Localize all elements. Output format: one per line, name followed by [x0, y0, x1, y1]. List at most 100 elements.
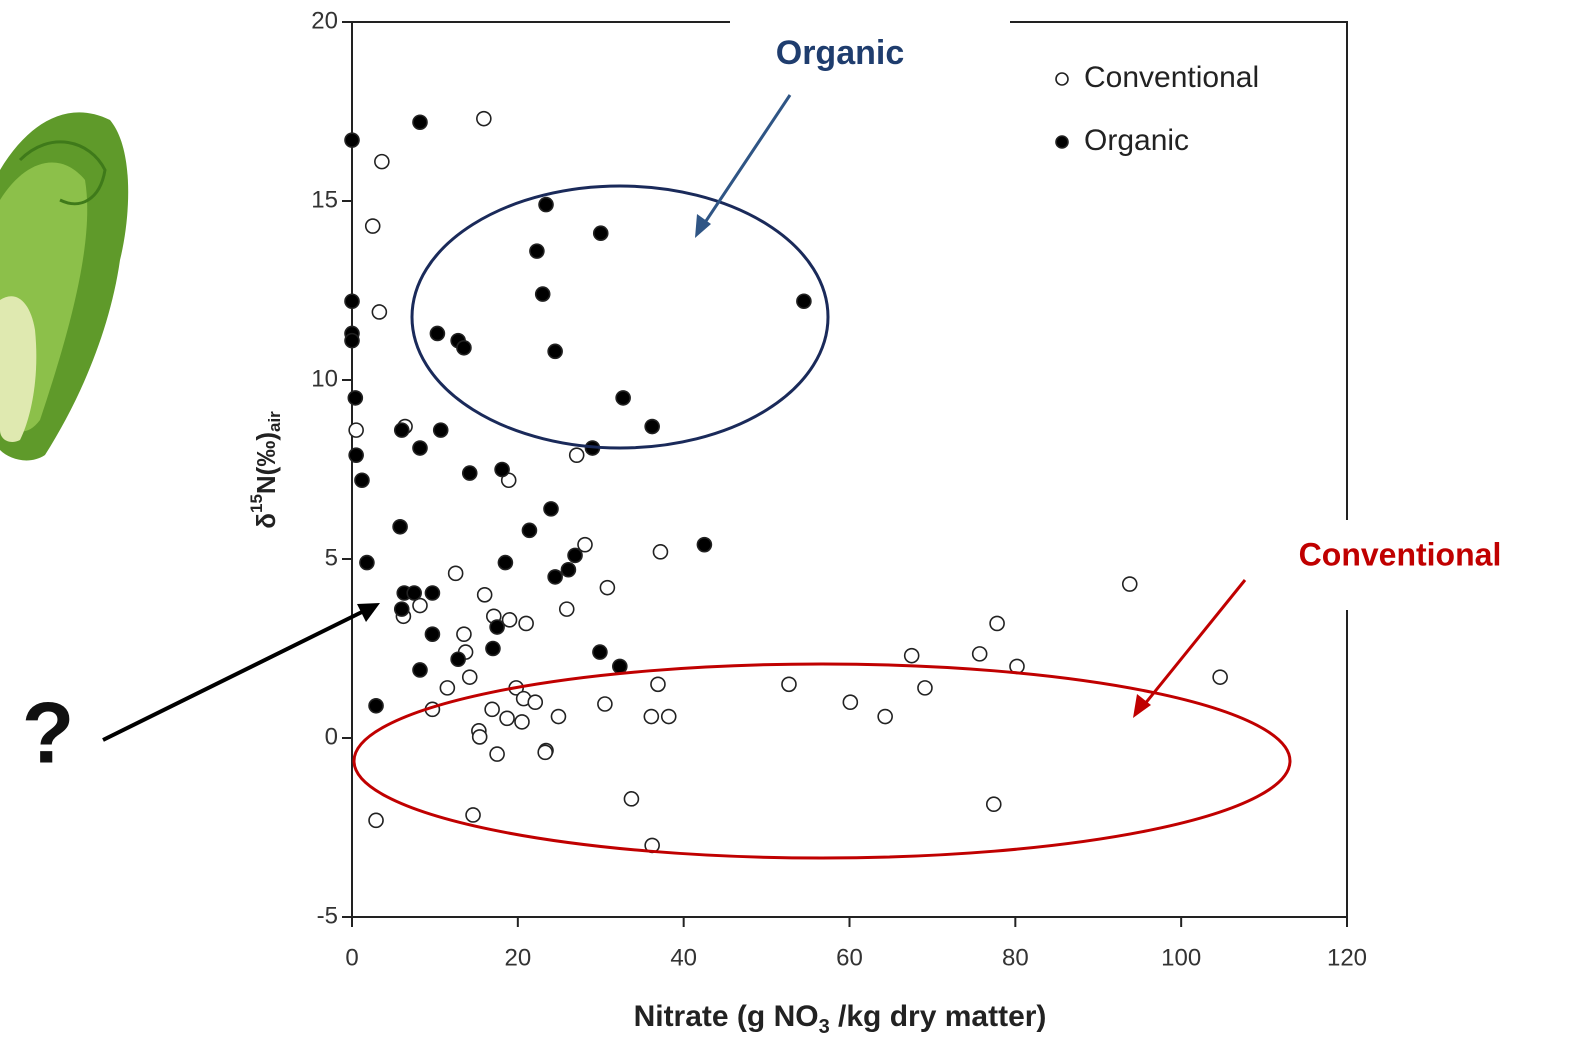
point: [550, 708, 567, 725]
point: [514, 714, 530, 730]
y-tick-label: 10: [311, 365, 338, 392]
point: [592, 644, 608, 660]
point: [615, 390, 631, 406]
point: [842, 694, 859, 711]
x-title-main: Nitrate (g NO: [634, 1000, 819, 1033]
point: [567, 547, 583, 564]
y-title-main: N(‰): [251, 432, 281, 494]
point: [521, 522, 538, 539]
point: [432, 422, 449, 438]
x-title-rest: /kg dry matter): [830, 1000, 1047, 1033]
point: [489, 619, 505, 635]
point: [558, 601, 575, 617]
legend-label: Organic: [1084, 124, 1189, 157]
x-axis-title: Nitrate (g NO3 /kg dry matter): [634, 1000, 1047, 1038]
lettuce-image: [0, 112, 129, 461]
annotations: Organic Conventional ?: [22, 34, 1502, 860]
arrow-head: [1133, 694, 1151, 718]
point: [1121, 576, 1138, 592]
organic-ellipse: [410, 184, 830, 450]
point: [368, 697, 384, 714]
frame-gap: [730, 10, 1010, 40]
point: [612, 658, 628, 675]
point: [354, 472, 370, 489]
point: [364, 218, 381, 234]
point: [985, 796, 1002, 813]
y-tick-label: 15: [311, 186, 338, 213]
point: [374, 153, 390, 170]
point: [393, 601, 410, 617]
y-title-sub: air: [265, 411, 284, 432]
point: [461, 465, 478, 481]
point: [412, 662, 428, 678]
point: [456, 339, 472, 356]
point: [439, 680, 456, 696]
plot-area: -5 0 5 10 15 20 0 20 40 60 80 100 120: [311, 7, 1367, 971]
point: [518, 615, 534, 632]
point: [465, 807, 481, 823]
point: [429, 325, 446, 342]
point: [1212, 669, 1228, 685]
point: [406, 585, 422, 601]
x-title-sub: 3: [819, 1016, 830, 1038]
point: [471, 729, 488, 745]
point: [412, 440, 428, 456]
point: [371, 304, 388, 320]
point: [971, 646, 988, 662]
point: [456, 626, 472, 642]
organic-arrow: [698, 94, 792, 231]
y-tick-label: 0: [325, 723, 338, 750]
legend-label: Conventional: [1084, 61, 1259, 94]
point: [660, 708, 677, 725]
point: [484, 701, 500, 718]
point: [447, 565, 464, 582]
point: [877, 708, 893, 725]
point: [537, 744, 553, 761]
point: [597, 696, 613, 712]
point: [568, 447, 585, 463]
legend-marker: [1055, 72, 1069, 86]
x-tick-label: 80: [1002, 944, 1029, 971]
y-tick-label: 20: [311, 7, 338, 34]
point: [489, 746, 505, 762]
point: [348, 447, 364, 463]
x-tick-label: 0: [345, 944, 358, 971]
y-tick-label: -5: [317, 902, 338, 929]
point: [560, 561, 577, 578]
point: [412, 597, 428, 614]
point: [599, 579, 616, 596]
conventional-ellipse: [352, 662, 1292, 860]
x-tick-label: 100: [1161, 944, 1201, 971]
point: [424, 585, 441, 601]
point: [461, 669, 478, 685]
point: [476, 586, 493, 603]
point: [781, 676, 797, 693]
point: [534, 286, 551, 302]
point: [917, 680, 933, 696]
point: [393, 422, 410, 438]
x-tick-label: 40: [670, 944, 697, 971]
point: [476, 110, 492, 127]
y-title-symbol: δ: [251, 513, 281, 529]
y-title-sup: 15: [247, 494, 266, 513]
point: [643, 708, 660, 725]
annotation-conventional: Conventional: [1299, 536, 1502, 572]
point: [547, 569, 563, 585]
annotation-question: ?: [22, 686, 75, 782]
annotation-organic: Organic: [776, 34, 904, 72]
point: [450, 651, 466, 668]
point: [494, 461, 510, 478]
arrow-head: [695, 214, 711, 238]
point: [412, 114, 428, 131]
point: [344, 332, 360, 349]
point: [527, 694, 544, 711]
point: [344, 293, 360, 310]
point: [696, 536, 713, 553]
point: [796, 293, 812, 310]
point: [650, 676, 666, 693]
x-tick-label: 20: [504, 944, 531, 971]
x-tick-label: 60: [836, 944, 863, 971]
point: [348, 422, 364, 438]
point: [424, 626, 441, 642]
point: [497, 554, 514, 571]
